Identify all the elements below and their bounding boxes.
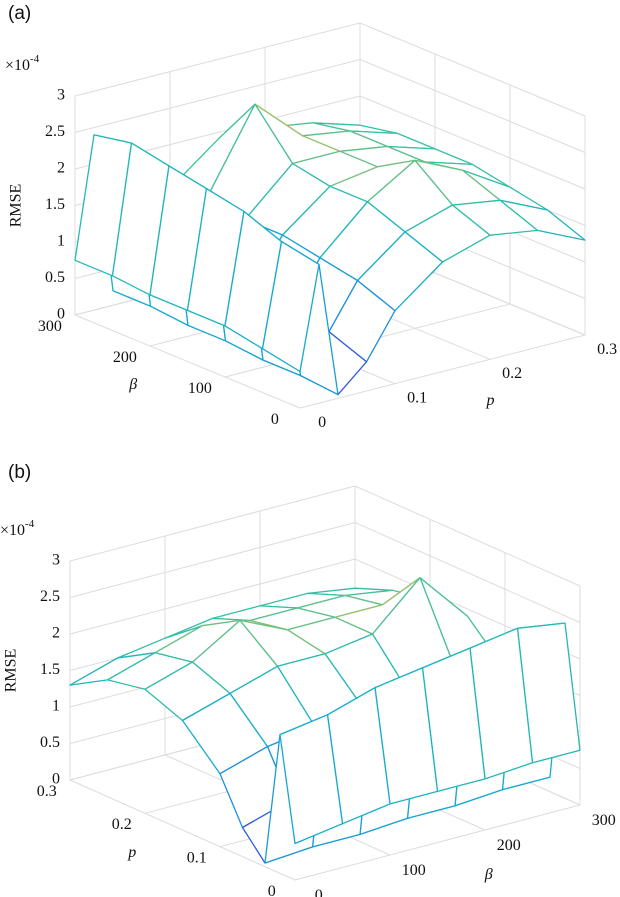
grid-line — [69, 485, 581, 587]
x-tick-label: 0.2 — [502, 365, 522, 382]
z-tick-label: 0.5 — [40, 734, 60, 751]
z-tick-label: 3 — [57, 87, 65, 104]
y-tick-label: 200 — [113, 349, 137, 366]
x-axis-label: p — [127, 844, 136, 861]
panel-label: (b) — [8, 462, 31, 483]
z-tick-label: 3 — [52, 552, 60, 569]
y-tick-label: 300 — [592, 812, 616, 829]
z-tick-label: 1.5 — [40, 661, 60, 678]
z-exponent-base: ×10 — [0, 522, 25, 539]
x-tick-label: 0 — [268, 883, 276, 897]
y-tick-label: 200 — [497, 837, 521, 854]
z-tick-label: 0 — [52, 771, 60, 788]
y-tick-label: 100 — [188, 380, 212, 397]
x-tick-label: 0.2 — [112, 816, 132, 833]
y-tick-label: 0 — [315, 887, 323, 897]
z-tick-label: 0 — [57, 306, 65, 323]
x-tick-label: 0 — [318, 414, 326, 431]
surface-cell — [261, 240, 320, 373]
x-tick-label: 0.3 — [597, 341, 617, 358]
z-exponent-power: -4 — [30, 53, 40, 65]
y-tick-label: 100 — [402, 862, 426, 879]
z-axis-label: RMSE — [3, 649, 20, 693]
mesh-chart: (a)00.10.20.3010020030000.511.522.53RMSE… — [5, 3, 617, 431]
y-tick-label: 0 — [271, 411, 279, 428]
z-tick-label: 0.5 — [45, 269, 65, 286]
z-exponent-power: -4 — [25, 518, 35, 530]
z-exponent: ×10-4 — [0, 518, 35, 539]
z-tick-label: 1 — [52, 698, 60, 715]
z-tick-label: 2.5 — [45, 123, 65, 140]
z-axis-label: RMSE — [8, 184, 25, 228]
z-tick-label: 1 — [57, 233, 65, 250]
z-tick-label: 2 — [57, 160, 65, 177]
x-axis-label: p — [486, 392, 495, 409]
y-axis-label: β — [128, 376, 137, 393]
x-tick-label: 0.3 — [37, 783, 57, 800]
z-tick-label: 2.5 — [40, 588, 60, 605]
grid-line — [74, 22, 586, 117]
x-tick-label: 0.1 — [187, 849, 207, 866]
z-tick-label: 2 — [52, 625, 60, 642]
x-tick-label: 0.1 — [407, 390, 427, 407]
y-tick-label: 300 — [38, 318, 62, 335]
z-exponent: ×10-4 — [5, 53, 40, 74]
y-axis-label: β — [484, 866, 493, 883]
z-exponent-base: ×10 — [5, 57, 30, 74]
z-tick-label: 1.5 — [45, 196, 65, 213]
panel-label: (a) — [8, 3, 31, 24]
mesh-chart: (b)00.10.20.3010020030000.511.522.53RMSE… — [0, 462, 616, 897]
surface-cell — [279, 714, 344, 845]
